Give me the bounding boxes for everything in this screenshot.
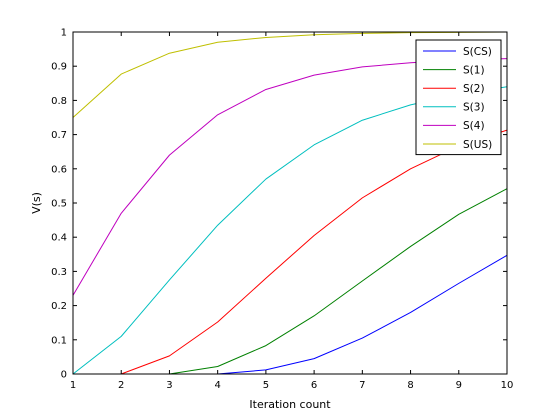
legend-box bbox=[415, 39, 502, 156]
x-tick-label: 2 bbox=[118, 380, 124, 391]
series-line-1 bbox=[169, 188, 508, 375]
x-tick-label: 7 bbox=[359, 380, 365, 391]
y-tick-label: 1 bbox=[61, 28, 67, 39]
legend: S(CS) S(1) S(2) S(3) S(4) S(US) bbox=[415, 39, 502, 156]
legend-label-5: S(US) bbox=[463, 139, 492, 151]
x-tick-label: 6 bbox=[311, 380, 317, 391]
y-axis-title: V(s) bbox=[30, 192, 43, 214]
y-tick-label: 0.3 bbox=[51, 267, 67, 278]
x-tick-label: 9 bbox=[456, 380, 462, 391]
y-tick-label: 0.4 bbox=[51, 233, 67, 244]
x-tick-label: 3 bbox=[166, 380, 172, 391]
axes-layer: 1 2 3 4 5 6 7 8 9 10 0 0.1 0.2 0.3 0.4 0.5 0.6 0.7 0.8 0.9 1 bbox=[51, 28, 513, 392]
y-tick-label: 0 bbox=[61, 370, 67, 381]
legend-label-3: S(3) bbox=[463, 102, 485, 114]
x-tick-label: 1 bbox=[70, 380, 76, 391]
y-tick-label: 0.9 bbox=[51, 62, 67, 73]
x-tick-label: 8 bbox=[407, 380, 413, 391]
y-tick-label: 0.7 bbox=[51, 130, 67, 141]
x-tick-label: 5 bbox=[263, 380, 269, 391]
legend-label-0: S(CS) bbox=[463, 46, 492, 58]
y-tick-label: 0.8 bbox=[51, 96, 67, 107]
legend-label-1: S(1) bbox=[463, 64, 485, 76]
x-tick-label: 4 bbox=[214, 380, 220, 391]
y-tick-label: 0.1 bbox=[51, 335, 67, 346]
series-line-5 bbox=[72, 31, 508, 118]
y-tick-label: 0.2 bbox=[51, 301, 67, 312]
legend-label-4: S(4) bbox=[463, 120, 485, 132]
y-tick-label: 0.6 bbox=[51, 164, 67, 175]
x-tick-label: 10 bbox=[501, 380, 514, 391]
legend-label-2: S(2) bbox=[463, 83, 485, 95]
x-axis-title: Iteration count bbox=[249, 398, 331, 411]
y-tick-label: 0.5 bbox=[51, 199, 67, 210]
series-line-0 bbox=[217, 254, 508, 375]
